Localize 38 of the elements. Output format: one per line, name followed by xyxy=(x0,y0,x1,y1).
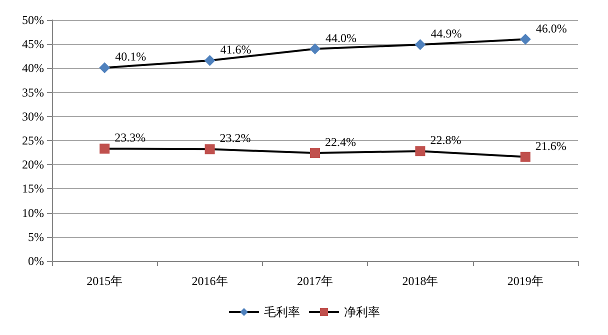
point xyxy=(520,152,530,162)
point xyxy=(310,148,320,158)
point xyxy=(99,62,110,74)
data-label: 40.1% xyxy=(115,50,146,64)
x-tick-label: 2016年 xyxy=(192,274,228,288)
legend-label: 净利率 xyxy=(344,305,380,319)
y-tick-label: 5% xyxy=(28,230,44,244)
legend-label: 毛利率 xyxy=(264,305,300,319)
y-tick-label: 25% xyxy=(22,134,44,148)
point xyxy=(520,34,531,45)
point xyxy=(204,54,216,66)
data-label: 46.0% xyxy=(536,21,567,36)
y-tick-label: 10% xyxy=(22,206,44,220)
data-label: 22.4% xyxy=(325,135,356,150)
x-tick-label: 2017年 xyxy=(297,274,333,288)
data-label: 44.9% xyxy=(430,26,462,41)
point xyxy=(414,39,426,50)
y-tick-label: 50% xyxy=(22,13,44,27)
y-tick-label: 0% xyxy=(28,254,44,268)
data-label: 22.8% xyxy=(430,133,462,148)
data-label: 44.0% xyxy=(326,30,356,45)
data-label: 41.6% xyxy=(220,42,252,56)
y-tick-label: 20% xyxy=(22,158,44,172)
x-tick-label: 2019年 xyxy=(507,274,544,288)
data-label: 23.2% xyxy=(220,131,251,146)
point xyxy=(415,146,426,156)
point xyxy=(310,43,320,54)
data-label: 23.3% xyxy=(114,130,146,145)
point xyxy=(204,144,215,154)
point xyxy=(100,144,110,154)
y-tick-label: 15% xyxy=(22,182,44,196)
y-tick-label: 35% xyxy=(22,85,44,100)
y-tick-label: 30% xyxy=(22,109,44,124)
x-tick-label: 2018年 xyxy=(402,274,438,288)
x-tick-label: 2015年 xyxy=(86,274,123,288)
data-label: 21.6% xyxy=(535,138,566,153)
y-tick-label: 40% xyxy=(22,61,44,76)
y-tick-label: 45% xyxy=(22,37,44,52)
